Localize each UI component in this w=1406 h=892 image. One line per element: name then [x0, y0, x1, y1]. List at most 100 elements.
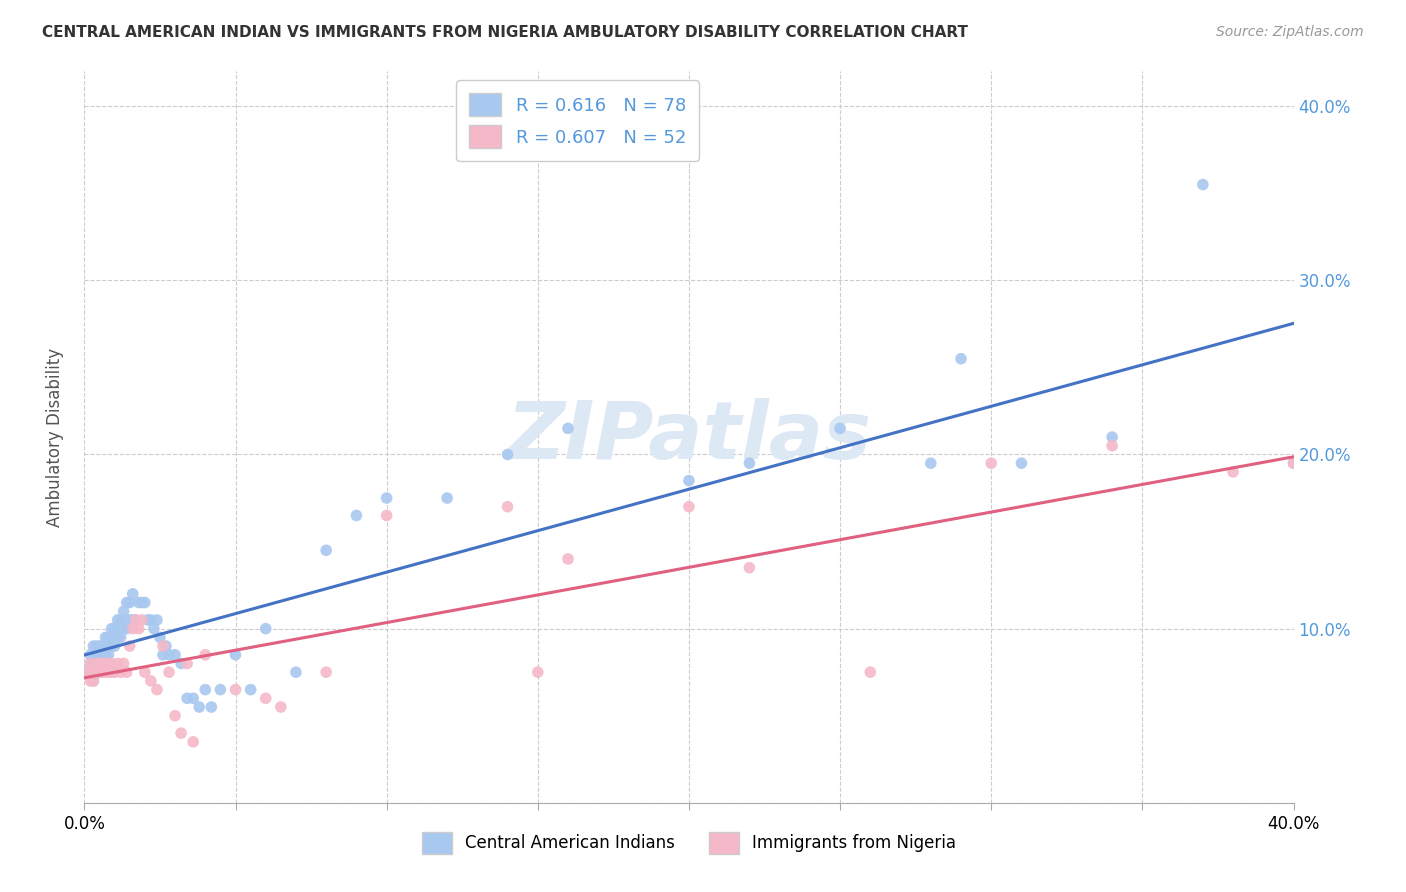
Point	[346, 508, 368, 523]
Point	[128, 595, 150, 609]
Point	[94, 657, 117, 671]
Point	[254, 622, 277, 636]
Point	[89, 648, 111, 662]
Point	[176, 657, 198, 671]
Point	[100, 622, 122, 636]
Point	[112, 657, 135, 671]
Point	[678, 500, 700, 514]
Point	[107, 631, 129, 645]
Point	[118, 595, 141, 609]
Point	[157, 648, 180, 662]
Point	[89, 657, 111, 671]
Text: Source: ZipAtlas.com: Source: ZipAtlas.com	[1216, 25, 1364, 39]
Point	[110, 665, 132, 680]
Point	[79, 657, 101, 671]
Point	[91, 639, 114, 653]
Point	[82, 657, 104, 671]
Point	[139, 613, 162, 627]
Point	[181, 735, 204, 749]
Point	[89, 665, 111, 680]
Point	[920, 456, 942, 470]
Point	[91, 648, 114, 662]
Point	[107, 657, 129, 671]
Point	[121, 613, 143, 627]
Point	[89, 665, 111, 680]
Point	[121, 622, 143, 636]
Point	[86, 665, 108, 680]
Point	[738, 456, 761, 470]
Point	[91, 665, 114, 680]
Point	[134, 595, 156, 609]
Point	[239, 682, 262, 697]
Point	[107, 613, 129, 627]
Point	[200, 700, 222, 714]
Point	[104, 622, 127, 636]
Point	[375, 491, 398, 505]
Point	[115, 622, 138, 636]
Point	[496, 500, 519, 514]
Point	[100, 639, 122, 653]
Point	[97, 631, 120, 645]
Point	[194, 648, 217, 662]
Point	[139, 673, 162, 688]
Point	[121, 587, 143, 601]
Point	[1101, 439, 1123, 453]
Point	[1222, 465, 1244, 479]
Point	[89, 657, 111, 671]
Point	[496, 448, 519, 462]
Point	[97, 657, 120, 671]
Point	[125, 613, 148, 627]
Point	[225, 648, 247, 662]
Point	[97, 665, 120, 680]
Point	[131, 613, 153, 627]
Point	[194, 682, 217, 697]
Point	[91, 657, 114, 671]
Point	[136, 613, 159, 627]
Point	[118, 613, 141, 627]
Point	[79, 673, 101, 688]
Point	[980, 456, 1002, 470]
Point	[94, 648, 117, 662]
Point	[86, 665, 108, 680]
Point	[149, 631, 172, 645]
Point	[79, 657, 101, 671]
Point	[125, 613, 148, 627]
Point	[94, 639, 117, 653]
Point	[118, 639, 141, 653]
Point	[94, 631, 117, 645]
Point	[152, 639, 174, 653]
Point	[131, 595, 153, 609]
Point	[557, 421, 579, 435]
Point	[1011, 456, 1033, 470]
Point	[950, 351, 973, 366]
Point	[270, 700, 292, 714]
Point	[86, 657, 108, 671]
Point	[76, 665, 98, 680]
Point	[188, 700, 211, 714]
Point	[1101, 430, 1123, 444]
Point	[112, 604, 135, 618]
Point	[76, 665, 98, 680]
Point	[170, 657, 193, 671]
Point	[254, 691, 277, 706]
Point	[315, 665, 337, 680]
Point	[225, 682, 247, 697]
Point	[1192, 178, 1215, 192]
Point	[100, 657, 122, 671]
Point	[89, 639, 111, 653]
Point	[86, 639, 108, 653]
Point	[830, 421, 852, 435]
Point	[115, 595, 138, 609]
Point	[128, 622, 150, 636]
Point	[82, 673, 104, 688]
Point	[738, 560, 761, 574]
Point	[209, 682, 232, 697]
Point	[678, 474, 700, 488]
Point	[181, 691, 204, 706]
Point	[859, 665, 882, 680]
Point	[82, 665, 104, 680]
Point	[94, 665, 117, 680]
Point	[315, 543, 337, 558]
Point	[146, 682, 169, 697]
Point	[115, 665, 138, 680]
